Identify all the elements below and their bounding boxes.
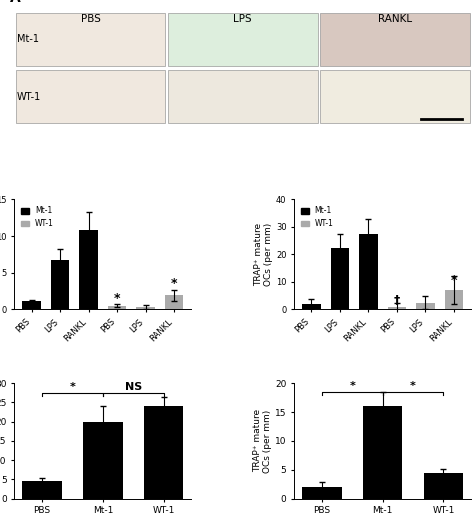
Bar (302, 487, 342, 499)
Text: A: A (10, 0, 20, 5)
Text: *: * (171, 277, 178, 289)
Text: *: * (114, 292, 120, 305)
Bar (445, 290, 463, 309)
Text: PBS: PBS (80, 14, 100, 24)
Bar (79, 230, 98, 309)
FancyBboxPatch shape (320, 70, 470, 123)
Bar (302, 304, 321, 309)
Bar (136, 307, 155, 309)
Text: LPS: LPS (233, 14, 252, 24)
FancyBboxPatch shape (16, 12, 165, 66)
FancyBboxPatch shape (16, 70, 165, 123)
Text: WT-1: WT-1 (17, 92, 41, 102)
Text: *: * (451, 274, 457, 287)
Bar (144, 406, 183, 499)
Bar (108, 306, 126, 309)
FancyBboxPatch shape (168, 70, 317, 123)
Bar (22, 301, 41, 309)
Y-axis label: TRAP⁺ mature
OCs (per mm): TRAP⁺ mature OCs (per mm) (253, 409, 272, 472)
Text: NS: NS (125, 382, 142, 392)
Bar (51, 260, 69, 309)
Bar (387, 307, 406, 309)
Text: †: † (394, 294, 400, 307)
Text: *: * (410, 381, 416, 391)
Bar (331, 248, 349, 309)
Y-axis label: TRAP⁺ mature
OCs (per mm): TRAP⁺ mature OCs (per mm) (254, 223, 273, 286)
Text: *: * (69, 382, 75, 392)
Bar (22, 481, 62, 499)
Bar (416, 303, 435, 309)
FancyBboxPatch shape (168, 12, 317, 66)
FancyBboxPatch shape (320, 12, 470, 66)
Text: RANKL: RANKL (378, 14, 412, 24)
Bar (363, 406, 402, 499)
Bar (83, 421, 123, 499)
Bar (424, 472, 463, 499)
Text: *: * (349, 381, 355, 391)
Legend: Mt-1, WT-1: Mt-1, WT-1 (18, 204, 57, 231)
Bar (359, 234, 377, 309)
Legend: Mt-1, WT-1: Mt-1, WT-1 (298, 204, 337, 231)
Text: Mt-1: Mt-1 (17, 34, 39, 44)
Bar (165, 296, 183, 309)
